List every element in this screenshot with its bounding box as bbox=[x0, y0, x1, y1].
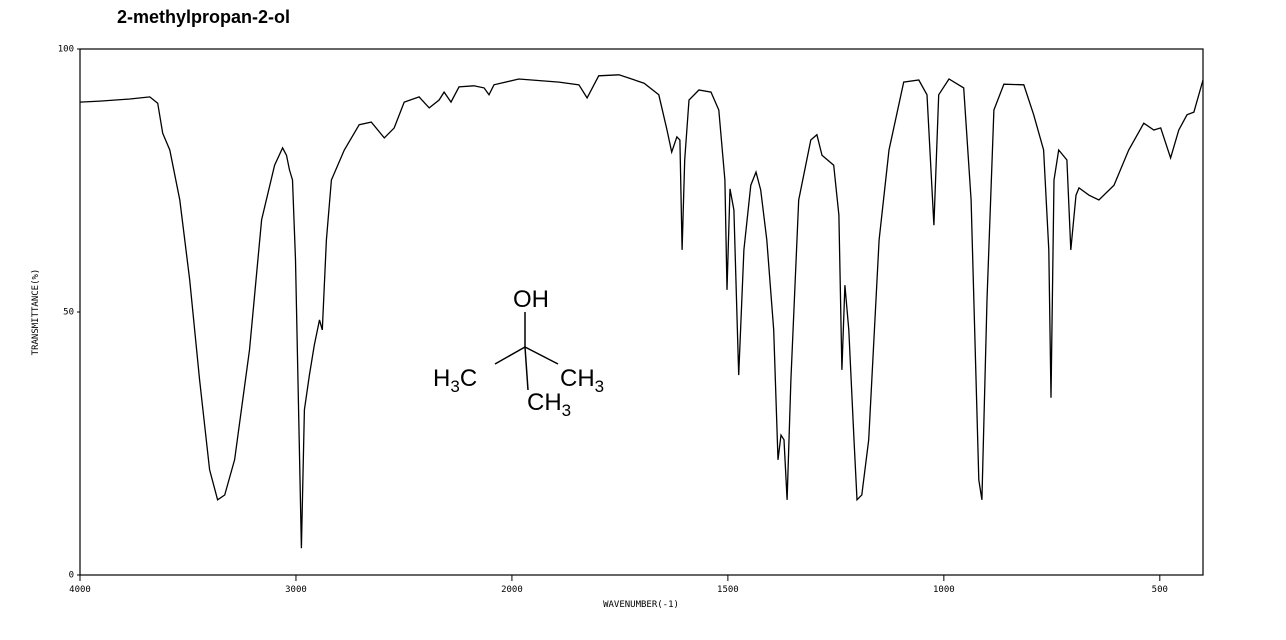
plot-frame bbox=[79, 48, 1204, 576]
x-tick-label: 4000 bbox=[69, 585, 91, 595]
x-tick-label: 3000 bbox=[285, 585, 307, 595]
bond bbox=[524, 346, 559, 365]
atom-label: OH bbox=[513, 286, 549, 313]
y-tick-label: 0 bbox=[69, 571, 74, 581]
x-tick-label: 1500 bbox=[717, 585, 739, 595]
bond bbox=[524, 346, 529, 391]
chart-title: 2-methylpropan-2-ol bbox=[117, 7, 290, 27]
y-tick-label: 100 bbox=[58, 45, 74, 55]
x-tick-label: 500 bbox=[1152, 585, 1168, 595]
atom-label: H3C bbox=[433, 365, 477, 396]
atom-label: CH3 bbox=[560, 365, 604, 396]
x-tick-label: 2000 bbox=[501, 585, 523, 595]
atom-label: CH3 bbox=[527, 389, 571, 420]
bond bbox=[494, 346, 526, 365]
y-axis-label: TRANSMITTANCE(%) bbox=[31, 269, 41, 356]
x-tick-label: 1000 bbox=[933, 585, 955, 595]
x-axis-label: WAVENUMBER(-1) bbox=[603, 600, 679, 610]
y-tick-label: 50 bbox=[63, 308, 74, 318]
spectrum-line bbox=[79, 74, 1204, 549]
molecule bbox=[494, 312, 559, 391]
